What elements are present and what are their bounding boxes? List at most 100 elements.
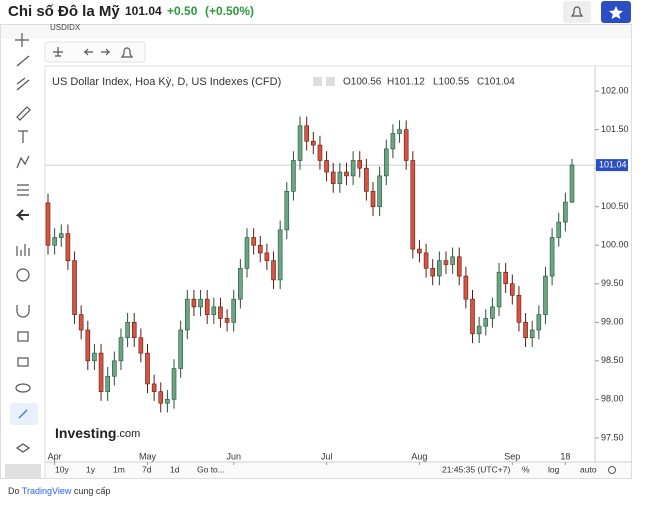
last-price-label: 101.04 (599, 159, 627, 169)
candle-body (178, 329, 183, 369)
range-button[interactable]: 7d (142, 464, 152, 474)
ohlc-close: C101.04 (477, 77, 515, 88)
lock-draw-tool[interactable] (17, 331, 29, 342)
candle-body (456, 256, 462, 277)
range-button[interactable]: 1m (113, 464, 125, 474)
undo-icon[interactable] (83, 48, 93, 56)
y-tick-label: 100.00 (601, 240, 629, 250)
fib-tool[interactable] (16, 77, 30, 91)
candle-body (403, 129, 409, 161)
candle-body (529, 329, 535, 339)
trendline-tool[interactable] (16, 55, 30, 67)
y-tick-label: 99.50 (601, 278, 624, 288)
candle-body (470, 298, 475, 335)
candle-body (98, 352, 104, 392)
candle-body (112, 360, 117, 377)
legend-button[interactable] (313, 77, 322, 86)
alert-button[interactable] (563, 1, 591, 23)
scale-option[interactable]: log (548, 464, 560, 474)
candle-body (231, 298, 237, 323)
candle-body (344, 171, 349, 177)
candle-body (563, 201, 568, 223)
candle-body (370, 190, 376, 208)
x-tick-label: Jun (226, 451, 241, 461)
candle-body (191, 298, 197, 308)
page-title: Chi số Đô la Mỹ (8, 3, 120, 20)
candle-body (423, 252, 429, 269)
back-tool[interactable] (15, 209, 29, 221)
collapse-button[interactable] (5, 464, 41, 478)
legend-button[interactable] (326, 77, 335, 86)
candle-body (337, 171, 343, 184)
range-button[interactable]: 1y (86, 464, 96, 474)
candle-body (257, 244, 263, 254)
redo-icon[interactable] (101, 48, 111, 56)
scale-option[interactable]: auto (580, 464, 597, 474)
candle-body (105, 375, 110, 392)
goto-button[interactable]: Go to... (197, 464, 225, 474)
layers-tool[interactable] (15, 443, 31, 453)
candle-body (437, 260, 442, 277)
footer: Do TradingView cung cấp (8, 486, 110, 496)
candle-body (443, 260, 449, 265)
candle-body (503, 271, 508, 285)
ohlc-high: H101.12 (387, 77, 425, 88)
candle-body (125, 321, 130, 339)
settings-icon[interactable] (608, 466, 616, 474)
candle-body (463, 275, 469, 300)
symbol-box[interactable]: USDIDX (50, 23, 81, 32)
magnet-tool[interactable] (16, 305, 30, 318)
candle-body (311, 140, 316, 146)
candle-body (264, 252, 270, 261)
ohlc-open: O100.56 (343, 77, 382, 88)
crosshair-tool[interactable] (15, 33, 29, 47)
watermark: Investing.com (55, 425, 140, 441)
candle-body (138, 337, 144, 354)
candle-body (397, 129, 402, 134)
candle-body (58, 233, 64, 238)
range-button[interactable]: 1d (170, 464, 180, 474)
scale-option[interactable]: % (522, 464, 530, 474)
drawing-toolbar (5, 33, 41, 478)
y-tick-label: 100.50 (601, 201, 629, 211)
candle-body (198, 298, 203, 308)
candle-body (390, 133, 396, 150)
candle-body (185, 298, 190, 331)
footer-link[interactable]: TradingView (22, 486, 72, 496)
star-icon (609, 6, 623, 20)
candle-body (52, 237, 57, 246)
candle-body (151, 383, 157, 392)
candle-body (304, 125, 309, 142)
clock: 21:45:35 (UTC+7) (442, 464, 510, 474)
alert-icon[interactable] (120, 47, 134, 58)
candle-body (45, 202, 51, 246)
zoom-tool[interactable] (16, 268, 30, 282)
candle-body (211, 306, 217, 315)
bottom-bar-bg (46, 463, 631, 478)
y-tick-label: 102.00 (601, 85, 629, 95)
pattern-tool[interactable] (16, 155, 30, 169)
chart-title: US Dollar Index, Hoa Kỳ, D, US Indexes (… (52, 76, 281, 88)
candle-body (158, 391, 164, 404)
candle-body (72, 260, 77, 315)
prediction-tool[interactable] (17, 184, 29, 196)
brush-tool[interactable] (16, 106, 31, 121)
measure-tool[interactable] (16, 244, 30, 256)
compare-icon[interactable] (53, 47, 63, 57)
visibility-tool[interactable] (15, 383, 31, 393)
candle-body (476, 325, 482, 335)
candle-body (324, 160, 329, 173)
candle-body (510, 283, 515, 296)
candle-body (383, 148, 389, 177)
lock-tool[interactable] (17, 357, 29, 367)
x-tick-label: 18 (560, 451, 570, 461)
watermark-main: Investing (55, 425, 116, 441)
range-button[interactable]: 10y (55, 464, 69, 474)
price: 101.04 (125, 4, 162, 18)
candle-body (410, 160, 416, 250)
candle-body (85, 329, 91, 362)
bottom-bar: 10y 1y 1m 7d 1d Go to... 21:45:35 (UTC+7)% log a… (46, 463, 631, 478)
candle-body (536, 314, 542, 331)
candle-body (483, 318, 489, 327)
text-tool[interactable] (18, 130, 28, 143)
